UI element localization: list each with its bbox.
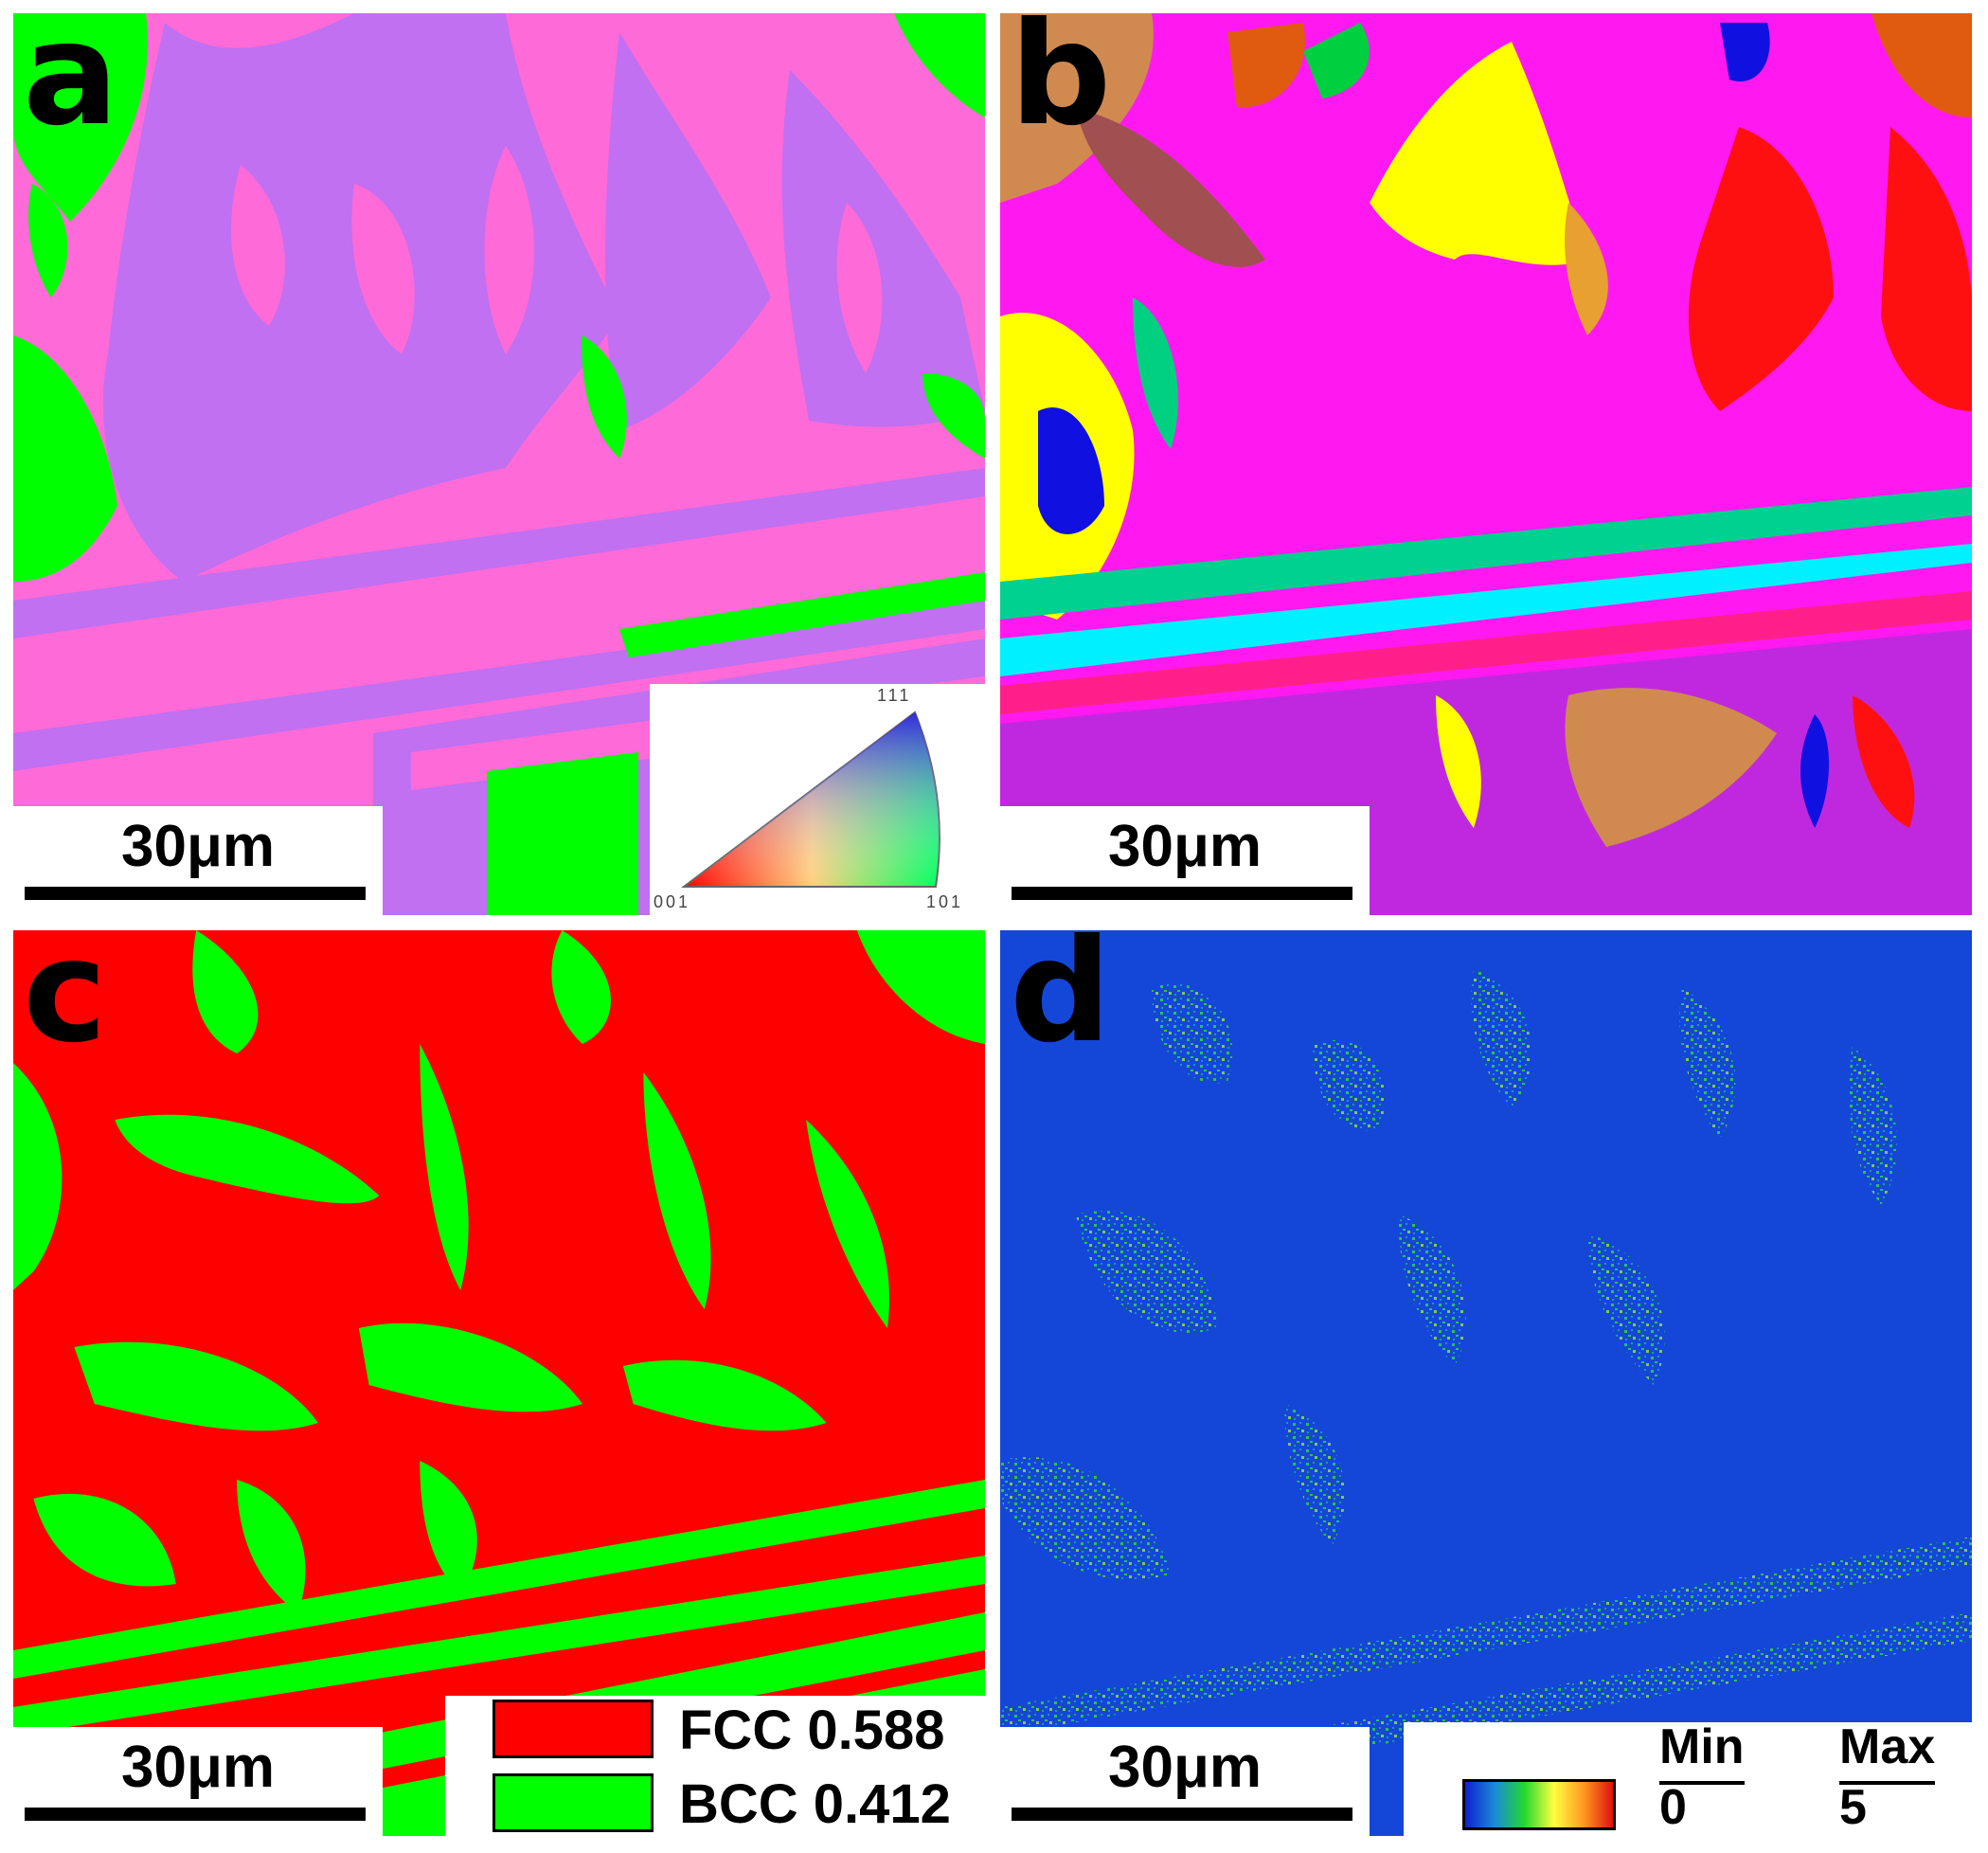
scale-bar-line: [25, 887, 366, 900]
kam-min-heading: Min: [1659, 1719, 1745, 1785]
kam-min-underline: [1659, 1781, 1745, 1785]
panel-a-ipf-map: a 111 001 101 30μm: [13, 13, 985, 915]
fcc-swatch: [493, 1700, 654, 1758]
kam-max-text: Max: [1839, 1719, 1936, 1774]
fcc-label: FCC 0.588: [679, 1700, 945, 1761]
kam-max-underline: [1839, 1781, 1936, 1785]
bcc-label: BCC 0.412: [679, 1773, 951, 1835]
kam-max-heading: Max: [1839, 1719, 1936, 1785]
grain-microstructure-image: [1000, 13, 1972, 915]
panel-c-phase-map: c FCC 0.588 BCC 0.412 30μm: [13, 930, 985, 1836]
scale-bar-line: [1012, 887, 1352, 900]
scale-bar-d: 30μm: [1000, 1727, 1370, 1836]
panel-d-label: d: [1010, 930, 1112, 1074]
ipf-microstructure-image: [13, 13, 985, 915]
panel-b-grain-map: b 30μm: [1000, 13, 1972, 915]
panel-a-label: a: [23, 13, 119, 157]
ipf-triangle-legend: [681, 711, 940, 888]
scale-bar-a: 30μm: [13, 806, 383, 915]
ipf-label-111: 111: [877, 686, 912, 705]
panel-b-label: b: [1010, 13, 1112, 157]
ipf-label-001: 001: [654, 892, 691, 911]
kam-colorbar: [1462, 1779, 1616, 1830]
scale-bar-line: [1012, 1808, 1352, 1821]
kam-max-value: 5: [1839, 1780, 1867, 1835]
ipf-label-101: 101: [926, 892, 964, 911]
phase-legend: FCC 0.588 BCC 0.412: [445, 1696, 985, 1836]
kam-min-text: Min: [1659, 1719, 1745, 1774]
scale-bar-b: 30μm: [1000, 806, 1370, 915]
scale-bar-label: 30μm: [120, 1735, 276, 1800]
scale-bar-label: 30μm: [1107, 1735, 1263, 1800]
ipf-color-key: 111 001 101: [650, 684, 985, 915]
panel-c-label: c: [23, 930, 107, 1074]
kam-min-value: 0: [1659, 1780, 1687, 1835]
panel-d-kam-map: d Min Max 0 5 30μm: [1000, 930, 1972, 1836]
kam-microstructure-image: [1000, 968, 1972, 1811]
kam-legend: Min Max 0 5: [1404, 1722, 1972, 1836]
scale-bar-label: 30μm: [1107, 814, 1263, 879]
scale-bar-label: 30μm: [120, 814, 276, 879]
scale-bar-line: [25, 1808, 366, 1821]
bcc-swatch: [493, 1773, 654, 1832]
scale-bar-c: 30μm: [13, 1727, 383, 1836]
